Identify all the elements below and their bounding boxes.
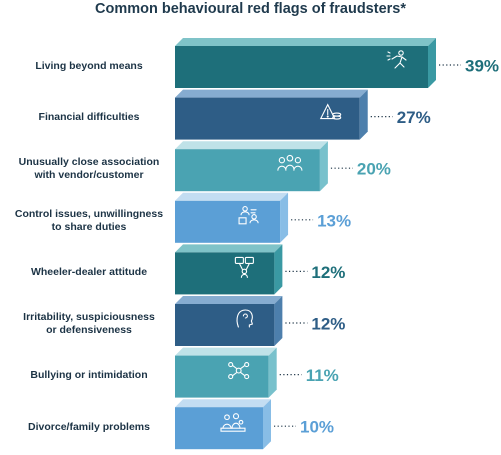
category-label-line: Divorce/family problems <box>28 420 150 433</box>
category-label-2: Unusually close association with vendor/c… <box>4 156 174 182</box>
bar-end-3 <box>280 192 289 243</box>
category-label-line: Living beyond means <box>35 59 143 72</box>
category-label-line: Financial difficulties <box>38 111 140 124</box>
bar-end-7 <box>263 399 271 450</box>
value-label-2: 20% <box>357 160 391 179</box>
bar-6 <box>175 355 269 398</box>
network-nodes-icon <box>228 362 250 380</box>
bar-end-4 <box>274 244 283 295</box>
category-label-7: Divorce/family problems <box>4 421 174 434</box>
bar-end-0 <box>428 38 436 88</box>
category-label-line: Control issues, unwillingness <box>14 207 164 220</box>
bar-top-6 <box>175 347 277 356</box>
bar-0 <box>175 46 428 88</box>
category-label-line: to share duties <box>51 220 127 233</box>
bar-7 <box>175 407 263 450</box>
category-label-3: Control issues, unwillingness to share du… <box>4 208 174 234</box>
value-label-1: 27% <box>397 108 431 127</box>
money-alert-icon <box>319 103 342 120</box>
category-label-line: Bullying or intimidation <box>30 369 148 382</box>
people-group-icon <box>277 154 303 171</box>
bar-end-6 <box>268 347 277 398</box>
category-label-1: Financial difficulties <box>4 111 174 124</box>
bar-top-1 <box>175 89 368 98</box>
bar-end-5 <box>274 296 283 346</box>
bar-4 <box>175 252 275 295</box>
bar-top-2 <box>175 141 328 150</box>
category-label-line: or defensiveness <box>46 324 132 336</box>
value-label-5: 12% <box>311 315 345 334</box>
bar-2 <box>175 149 320 192</box>
person-head-icon <box>236 309 254 328</box>
bar-top-5 <box>175 296 283 304</box>
bar-5 <box>175 304 275 346</box>
bar-3 <box>175 200 281 243</box>
family-icon <box>220 413 246 432</box>
category-label-0: Living beyond means <box>4 60 174 73</box>
bar-end-1 <box>359 89 368 140</box>
bar-end-2 <box>319 141 328 192</box>
category-label-line: Unusually close association <box>18 156 160 169</box>
value-label-3: 13% <box>317 211 351 230</box>
category-label-4: Wheeler-dealer attitude <box>4 266 174 279</box>
value-label-7: 10% <box>300 418 334 437</box>
bar-top-7 <box>175 399 271 408</box>
category-label-line: Irritability, suspiciousness <box>23 311 155 323</box>
running-person-icon <box>386 50 407 69</box>
category-label-6: Bullying or intimidation <box>4 369 174 382</box>
speech-bubbles-icon <box>234 256 254 278</box>
people-hierarchy-icon <box>238 206 259 225</box>
bar-top-3 <box>175 192 289 201</box>
chart-title: Common behavioural red flags of fraudste… <box>94 1 406 17</box>
value-label-0: 39% <box>465 57 499 76</box>
category-label-5: Irritability, suspiciousness or defensive… <box>4 311 174 337</box>
category-label-line: with vendor/customer <box>34 169 144 182</box>
value-label-4: 12% <box>311 263 345 282</box>
value-label-6: 11% <box>306 366 339 385</box>
bar-top-0 <box>175 38 436 46</box>
bar-top-4 <box>175 244 283 253</box>
category-label-line: Wheeler-dealer attitude <box>30 265 148 278</box>
